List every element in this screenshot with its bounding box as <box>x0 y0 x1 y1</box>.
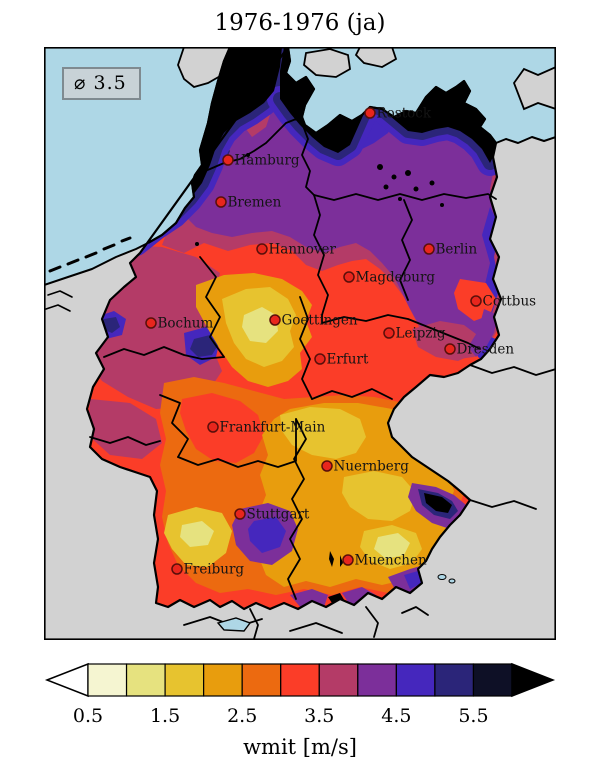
state-borders <box>89 118 497 600</box>
colorbar-segment <box>280 663 320 697</box>
city-marker <box>314 353 326 365</box>
city-marker <box>342 554 354 566</box>
colorbar-segment <box>125 663 166 697</box>
germany-border <box>85 47 503 611</box>
city-label: Hamburg <box>235 153 300 169</box>
city-label: Cottbus <box>483 294 537 310</box>
island-fyn <box>303 48 351 78</box>
colorbar-tick-label: 0.5 <box>73 705 103 727</box>
colorbar-segment <box>241 663 282 697</box>
city-label: Freiburg <box>184 562 245 578</box>
map-panel: Rostock Hamburg Bremen Hannover Berlin Magdeb… <box>44 47 556 640</box>
mean-value: 3.5 <box>93 72 127 94</box>
city-label: Bochum <box>158 316 214 332</box>
colorbar-over-arrow <box>511 662 556 698</box>
mean-value-badge: ⌀ 3.5 <box>62 67 141 100</box>
mean-symbol: ⌀ <box>74 72 87 94</box>
city-marker <box>269 314 281 326</box>
figure-title: 1976-1976 (ja) <box>214 10 386 36</box>
colorbar-under-arrow <box>44 662 89 698</box>
colorbar-label: wmit [m/s] <box>243 735 357 759</box>
city-marker <box>207 421 219 433</box>
colorbar-segment <box>472 663 513 697</box>
colorbar-ticks: 0.5 1.5 2.5 3.5 4.5 5.5 <box>73 705 489 727</box>
colorbar-tick-label: 1.5 <box>150 705 180 727</box>
colorbar-tick-label: 2.5 <box>227 705 257 727</box>
colorbar-tick-label: 3.5 <box>304 705 334 727</box>
colorbar-segment <box>357 663 397 697</box>
map-frame-border <box>44 47 556 640</box>
city-marker <box>222 154 234 166</box>
colorbar-tick-label: 4.5 <box>381 705 411 727</box>
city-label: Bremen <box>228 195 282 211</box>
city-marker <box>145 317 157 329</box>
city-label: Magdeburg <box>356 270 436 286</box>
city-label: Goettingen <box>282 313 358 329</box>
alpine-lakes <box>216 574 456 632</box>
island-northeast <box>512 66 556 111</box>
city-marker <box>343 271 355 283</box>
city-label: Frankfurt-Main <box>220 420 326 436</box>
city-marker <box>470 295 482 307</box>
city-marker <box>215 196 227 208</box>
colorbar-segment <box>164 663 205 697</box>
colorbar-segment <box>395 663 436 697</box>
colorbar-panel: 0.5 1.5 2.5 3.5 4.5 5.5 wmit [m/s] <box>40 658 560 773</box>
city-label: Rostock <box>377 106 432 122</box>
city-marker <box>383 327 395 339</box>
city-marker <box>321 460 333 472</box>
colorbar-tick-label: 5.5 <box>458 705 488 727</box>
city-marker <box>171 563 183 575</box>
city-marker <box>423 243 435 255</box>
city-markers-layer: Rostock Hamburg Bremen Hannover BerlinMagdeb… <box>145 106 537 578</box>
city-label: Stuttgart <box>247 507 310 523</box>
city-marker <box>256 243 268 255</box>
germany-wind-map: Rostock Hamburg Bremen Hannover BerlinMagdeb… <box>44 47 556 640</box>
city-marker <box>234 508 246 520</box>
city-label: Nuernberg <box>334 459 410 475</box>
city-label: Dresden <box>457 342 515 358</box>
city-label: Erfurt <box>327 352 369 368</box>
city-marker <box>364 107 376 119</box>
colorbar-segment <box>203 663 243 697</box>
city-label: Muenchen <box>355 553 427 569</box>
island-sjaelland <box>354 47 398 68</box>
city-label: Hannover <box>269 242 337 258</box>
colorbar-segment <box>434 663 475 697</box>
colorbar-segment <box>318 663 359 697</box>
colorbar-segments <box>44 662 556 698</box>
colorbar-segment <box>87 663 128 697</box>
city-label: Leipzig <box>396 326 446 342</box>
city-label: Berlin <box>436 242 478 258</box>
colorbar: 0.5 1.5 2.5 3.5 4.5 5.5 wmit [m/s] <box>44 662 556 759</box>
city-marker <box>444 343 456 355</box>
